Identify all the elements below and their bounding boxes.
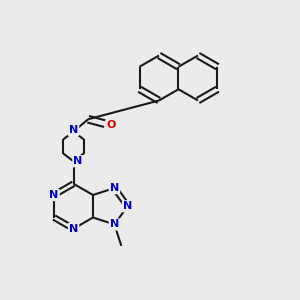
- Text: O: O: [106, 120, 116, 130]
- Text: N: N: [74, 156, 82, 166]
- Text: N: N: [110, 183, 119, 193]
- Text: N: N: [110, 220, 119, 230]
- Text: N: N: [69, 224, 78, 234]
- Text: N: N: [123, 201, 132, 211]
- Text: N: N: [50, 190, 59, 200]
- Text: N: N: [69, 125, 78, 135]
